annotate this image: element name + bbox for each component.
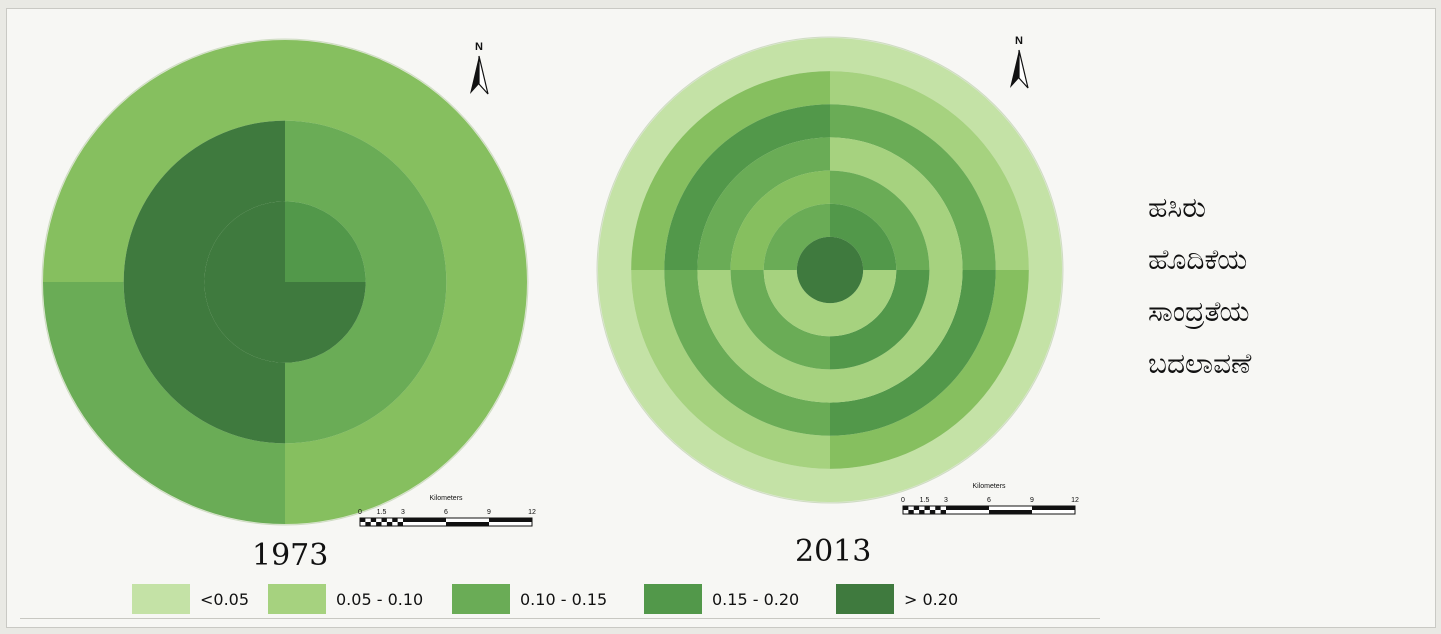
density-zone (830, 270, 996, 436)
scale-tick-label: 12 (528, 509, 536, 516)
density-zone (43, 282, 285, 524)
density-zone (123, 282, 286, 444)
scale-tick-label: 0 (901, 497, 905, 504)
legend-label: 0.15 - 0.20 (712, 590, 800, 609)
legend-swatch (644, 584, 702, 614)
density-zone (830, 38, 1062, 270)
density-zone (631, 71, 830, 271)
density-zone (664, 104, 830, 271)
scale-tick-label: 9 (1030, 497, 1034, 504)
divider (20, 618, 1100, 619)
density-zone (830, 270, 930, 370)
title-line-1: ಹಸಿರು (1148, 191, 1206, 224)
density-zone (631, 270, 830, 469)
north-arrow-icon: N (470, 41, 489, 95)
scale-bar-title: Kilometers (972, 483, 1006, 490)
legend-label: > 0.20 (904, 590, 959, 609)
density-zone (830, 104, 996, 271)
scale-tick-label: 1.5 (920, 497, 930, 504)
density-zone (204, 282, 285, 363)
density-zone (796, 236, 830, 270)
density-zone (598, 38, 830, 270)
north-label: N (475, 41, 483, 53)
legend-label: 0.10 - 0.15 (520, 590, 608, 609)
density-zone (830, 270, 864, 304)
title-line-2: ಹೊದಿಕೆಯ (1148, 243, 1248, 276)
scale-tick-label: 0 (358, 509, 362, 516)
north-arrow-icon: N (1010, 35, 1029, 89)
density-zone (123, 120, 286, 283)
density-zone (763, 203, 830, 270)
scale-tick-label: 3 (944, 497, 948, 504)
scale-tick-label: 9 (487, 509, 491, 516)
year-label-2013: 2013 (795, 534, 872, 569)
density-zone (285, 120, 447, 283)
scale-tick-label: 6 (987, 497, 991, 504)
density-zone (830, 203, 897, 270)
map-1973 (41, 38, 529, 526)
scale-bar: Kilometers 0 1.5 3 6 9 12 (901, 483, 1079, 515)
map-2013 (596, 36, 1064, 504)
density-zone (598, 270, 830, 502)
density-zone (830, 270, 963, 403)
scale-bar: Kilometers 0 1.5 3 6 9 12 (358, 495, 536, 527)
density-zone (204, 201, 285, 282)
density-zone (830, 170, 930, 270)
scale-tick-label: 6 (444, 509, 448, 516)
legend-swatch (132, 584, 190, 614)
year-label-1973: 1973 (252, 538, 329, 573)
title-line-3: ಸಾಂದ್ರತೆಯ (1148, 295, 1250, 328)
legend-label: 0.05 - 0.10 (336, 590, 424, 609)
legend-label: <0.05 (200, 590, 250, 609)
density-zone (697, 270, 830, 403)
density-zone (830, 270, 1029, 469)
legend-swatch (452, 584, 510, 614)
density-zone (830, 236, 864, 270)
density-zone (830, 137, 963, 270)
scale-tick-label: 3 (401, 509, 405, 516)
north-label: N (1015, 35, 1023, 47)
map-title: ಹಸಿರು ಹೊದಿಕೆಯ ಸಾಂದ್ರತೆಯ ಬದಲಾವಣೆ (1148, 182, 1251, 390)
legend-swatch (268, 584, 326, 614)
density-zone (285, 201, 366, 282)
density-zone (796, 270, 830, 304)
density-zone (730, 170, 830, 270)
density-zone (830, 270, 1062, 502)
density-zone (285, 282, 527, 524)
density-zone (285, 282, 366, 363)
density-zone (830, 270, 897, 337)
scale-bar-title: Kilometers (429, 495, 463, 502)
scale-tick-label: 12 (1071, 497, 1079, 504)
density-zone (763, 270, 830, 337)
scale-tick-label: 1.5 (377, 509, 387, 516)
title-line-4: ಬದಲಾವಣೆ (1148, 347, 1252, 380)
legend-swatch (836, 584, 894, 614)
density-zone (664, 270, 830, 436)
density-zone (285, 282, 447, 444)
density-zone (43, 40, 285, 282)
density-zone (697, 137, 830, 270)
density-zone (285, 40, 527, 282)
density-zone (730, 270, 830, 370)
density-zone (830, 71, 1029, 271)
